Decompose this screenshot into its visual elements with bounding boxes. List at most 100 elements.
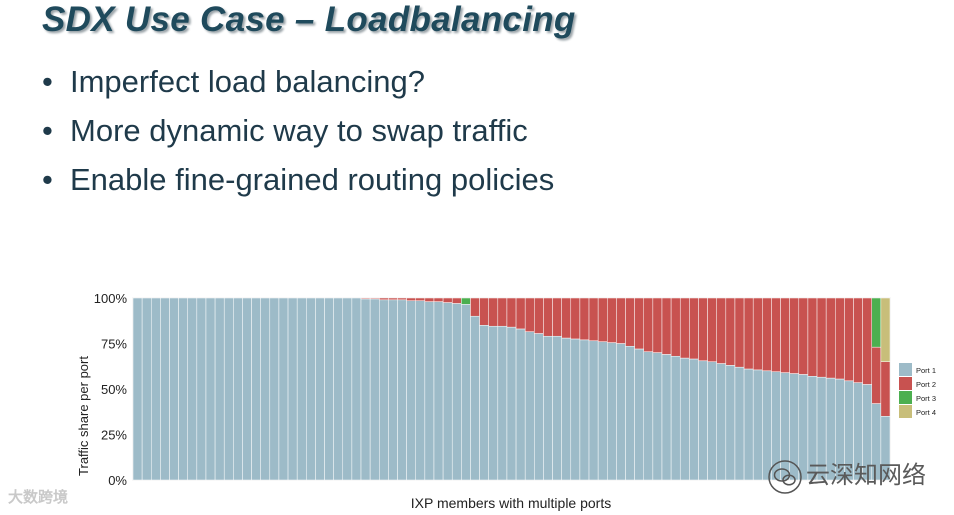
watermark-left: 大数跨境: [8, 489, 69, 506]
bar-segment-port-1: [205, 297, 216, 481]
bar-segment-port-1: [597, 341, 608, 481]
bar-segment-port-1: [397, 299, 407, 481]
bar-segment-port-2: [835, 297, 845, 380]
bar-segment-port-1: [634, 348, 644, 481]
bar-segment-port-2: [661, 297, 672, 355]
bar-segment-port-1: [470, 315, 480, 481]
bar-segment-port-1: [625, 345, 635, 481]
bar-segment-port-1: [670, 355, 681, 481]
bar-segment-port-1: [451, 303, 462, 481]
bar-segment-port-1: [406, 300, 416, 481]
bar-segment-port-2: [670, 297, 681, 357]
bar-segment-port-1: [415, 300, 426, 481]
bullet-text: More dynamic way to swap traffic: [70, 113, 528, 148]
bar-segment-port-1: [534, 333, 544, 481]
bar-segment-port-2: [497, 297, 508, 327]
legend-swatch: [899, 363, 912, 376]
bar-segment-port-2: [415, 297, 426, 301]
bar-segment-port-2: [734, 297, 745, 368]
bar-segment-port-1: [178, 297, 188, 481]
bar-segment-port-1: [360, 298, 371, 481]
y-tick-label: 100%: [94, 291, 128, 306]
bar-segment-port-1: [214, 297, 225, 481]
y-tick-label: 50%: [101, 382, 127, 397]
bar-segment-port-2: [652, 297, 663, 353]
bar-segment-port-2: [552, 297, 562, 337]
bar-segment-port-2: [762, 297, 772, 372]
bar-segment-port-2: [451, 297, 462, 304]
bar-segment-port-1: [679, 357, 690, 481]
bar-segment-port-1: [251, 297, 261, 481]
bar-segment-port-2: [679, 297, 690, 359]
bar-segment-port-2: [570, 297, 581, 340]
y-tick-label: 25%: [101, 428, 127, 443]
bullet-item: • Enable fine-grained routing policies: [42, 160, 554, 209]
bullet-dot: •: [42, 162, 53, 197]
bar-segment-port-1: [506, 326, 517, 481]
bar-segment-port-1: [160, 297, 170, 481]
bar-segment-port-2: [707, 297, 717, 362]
bar-segment-port-1: [524, 331, 535, 481]
bar-segment-port-2: [825, 297, 836, 379]
wechat-icon: [768, 459, 802, 494]
bar-segment-port-1: [652, 352, 663, 481]
bar-segment-port-1: [424, 301, 435, 481]
legend-label: Port 4: [916, 408, 936, 417]
bar-segment-port-2: [643, 297, 654, 352]
bar-segment-port-1: [461, 304, 471, 481]
bar-segment-port-2: [479, 297, 489, 326]
bar-segment-port-2: [488, 297, 499, 327]
bar-segment-port-1: [223, 297, 234, 481]
legend-label: Port 2: [916, 380, 936, 389]
bar-segment-port-1: [442, 302, 453, 481]
bar-segment-port-1: [187, 297, 198, 481]
bar-segment-port-1: [707, 361, 717, 481]
bar-segment-port-2: [442, 297, 453, 303]
slide-title: SDX Use Case – Loadbalancing: [42, 0, 576, 39]
bar-segment-port-1: [698, 360, 708, 481]
y-tick-label: 75%: [101, 337, 127, 352]
bar-segment-port-1: [570, 338, 581, 481]
bullet-text: Imperfect load balancing?: [70, 64, 426, 99]
bar-segment-port-1: [743, 368, 754, 481]
bar-segment-port-2: [470, 297, 480, 317]
legend-label: Port 1: [916, 366, 936, 375]
bar-segment-port-1: [260, 297, 271, 481]
bar-segment-port-1: [607, 342, 617, 481]
bar-segment-port-2: [397, 297, 407, 301]
bar-segment-port-2: [360, 297, 371, 300]
bar-segment-port-1: [561, 337, 572, 481]
bar-segment-port-2: [716, 297, 727, 364]
bar-segment-port-1: [552, 335, 562, 481]
bar-segment-port-2: [752, 297, 763, 371]
bar-segment-port-1: [388, 299, 398, 481]
bar-segment-port-1: [643, 351, 654, 481]
bar-segment-port-1: [515, 328, 526, 481]
bar-segment-port-1: [342, 297, 353, 481]
legend-swatch: [899, 377, 912, 390]
bar-segment-port-2: [588, 297, 599, 342]
bar-segment-port-2: [807, 297, 818, 377]
y-axis-label: Traffic share per port: [76, 356, 91, 476]
bar-segment-port-1: [369, 298, 380, 481]
x-axis-label: IXP members with multiple ports: [411, 495, 611, 511]
bar-segment-port-2: [871, 346, 882, 404]
bar-segment-port-2: [433, 297, 444, 302]
bullet-dot: •: [42, 113, 53, 148]
bar-segment-port-1: [351, 297, 362, 481]
legend-swatch: [899, 391, 912, 404]
bar-segment-port-1: [588, 340, 599, 481]
bar-segment-port-2: [771, 297, 781, 372]
bar-segment-port-1: [379, 299, 389, 481]
bar-segment-port-1: [196, 297, 207, 481]
bar-segment-port-2: [424, 297, 435, 302]
bullet-dot: •: [42, 64, 53, 99]
bar-segment-port-1: [296, 297, 307, 481]
bullet-list: • Imperfect load balancing? • More dynamic…: [42, 62, 554, 209]
bar-segment-port-2: [625, 297, 635, 347]
bar-segment-port-2: [561, 297, 572, 339]
bar-segment-port-3: [461, 297, 471, 305]
stacked-bar-chart: 0% 25% 50% 75% 100% Traffic share per port I…: [76, 291, 936, 511]
bar-segment-port-1: [479, 325, 489, 481]
bar-segment-port-2: [543, 297, 553, 337]
